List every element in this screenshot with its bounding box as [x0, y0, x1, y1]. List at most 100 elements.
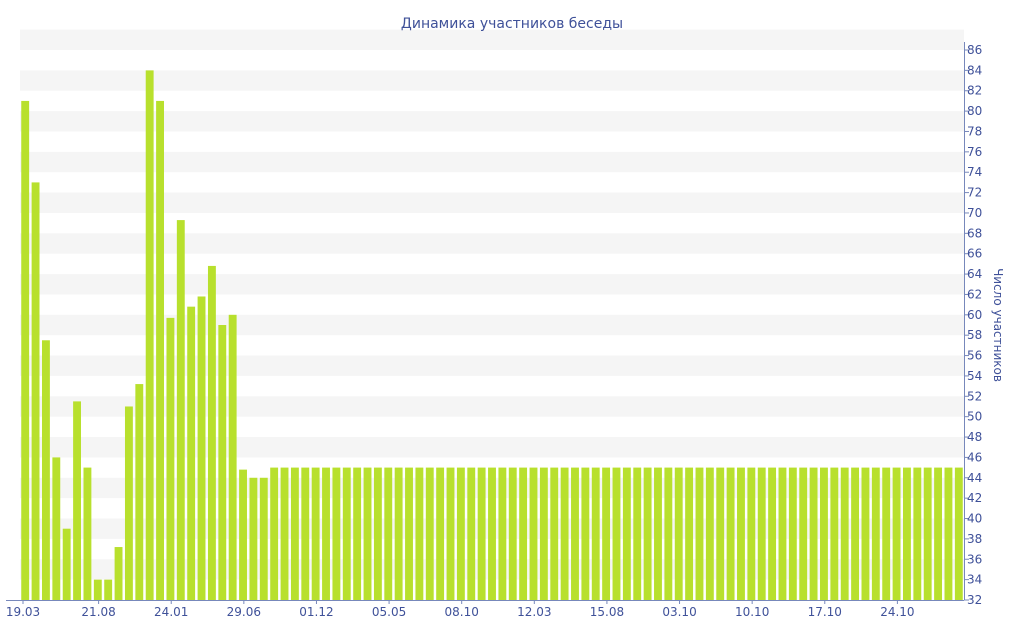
y-tick-label: 52	[967, 389, 982, 403]
bar[interactable]	[591, 467, 600, 600]
bar[interactable]	[239, 469, 247, 600]
bar[interactable]	[529, 467, 538, 600]
bar[interactable]	[519, 467, 528, 600]
bar[interactable]	[643, 467, 652, 600]
bar[interactable]	[685, 467, 694, 600]
bar[interactable]	[41, 340, 50, 600]
bar[interactable]	[705, 467, 714, 600]
bar[interactable]	[913, 467, 922, 600]
bar[interactable]	[488, 467, 496, 600]
y-tick-label: 64	[967, 267, 982, 281]
bar[interactable]	[197, 296, 206, 600]
bar[interactable]	[799, 467, 808, 600]
bar[interactable]	[467, 467, 476, 600]
bar[interactable]	[446, 467, 455, 600]
bar[interactable]	[654, 467, 662, 600]
bar[interactable]	[882, 467, 891, 600]
bar[interactable]	[187, 306, 196, 600]
bar[interactable]	[581, 467, 590, 600]
bar[interactable]	[124, 406, 133, 600]
bar[interactable]	[353, 467, 362, 600]
bar[interactable]	[560, 467, 569, 600]
bar[interactable]	[207, 265, 216, 600]
bar[interactable]	[322, 467, 330, 600]
bar[interactable]	[156, 100, 164, 600]
bar[interactable]	[778, 467, 787, 600]
bar[interactable]	[425, 467, 434, 600]
bar[interactable]	[674, 467, 683, 600]
bar[interactable]	[218, 325, 227, 600]
bar[interactable]	[602, 467, 611, 600]
bar[interactable]	[93, 579, 102, 600]
bar[interactable]	[664, 467, 673, 600]
bar[interactable]	[405, 467, 413, 600]
bar[interactable]	[498, 467, 507, 600]
bar[interactable]	[954, 467, 963, 600]
bar[interactable]	[31, 182, 40, 600]
bar[interactable]	[249, 477, 258, 600]
bar[interactable]	[301, 467, 310, 600]
bar[interactable]	[923, 467, 932, 600]
bar[interactable]	[539, 467, 548, 600]
bar[interactable]	[508, 467, 517, 600]
grid-band	[20, 70, 964, 91]
bar[interactable]	[477, 467, 486, 600]
bar[interactable]	[695, 467, 704, 600]
bar[interactable]	[456, 467, 465, 600]
bar[interactable]	[270, 467, 279, 600]
bar[interactable]	[83, 467, 92, 600]
bar[interactable]	[861, 467, 870, 600]
bar[interactable]	[571, 467, 579, 600]
bar[interactable]	[52, 457, 61, 600]
bar[interactable]	[290, 467, 299, 600]
bar[interactable]	[21, 100, 30, 600]
bar[interactable]	[747, 467, 756, 600]
bar[interactable]	[716, 467, 725, 600]
bar[interactable]	[311, 467, 320, 600]
bar[interactable]	[612, 467, 621, 600]
bar[interactable]	[415, 467, 424, 600]
bar[interactable]	[851, 467, 860, 600]
bar[interactable]	[809, 467, 818, 600]
x-tick-label: 01.12	[299, 605, 333, 619]
bar[interactable]	[550, 467, 559, 600]
bar[interactable]	[363, 467, 372, 600]
bar[interactable]	[788, 467, 797, 600]
y-tick-label: 42	[967, 491, 982, 505]
bar[interactable]	[259, 477, 268, 600]
y-tick-label: 72	[967, 186, 982, 200]
bar[interactable]	[73, 401, 81, 600]
bar[interactable]	[280, 467, 289, 600]
bar[interactable]	[166, 317, 175, 600]
bar[interactable]	[903, 467, 911, 600]
bar[interactable]	[436, 467, 445, 600]
bar[interactable]	[342, 467, 351, 600]
bar[interactable]	[332, 467, 341, 600]
bar[interactable]	[840, 467, 849, 600]
bar[interactable]	[373, 467, 382, 600]
bar[interactable]	[726, 467, 735, 600]
bar[interactable]	[622, 467, 631, 600]
y-axis: 32 34 36 38 40 42 44 46 48 50 52 54 56 58 60 62 64 66 68 70…	[964, 42, 982, 607]
bar[interactable]	[892, 467, 901, 600]
bar[interactable]	[176, 220, 185, 600]
bar[interactable]	[830, 467, 839, 600]
bar[interactable]	[768, 467, 777, 600]
bar[interactable]	[820, 467, 828, 600]
bar[interactable]	[633, 467, 642, 600]
bar[interactable]	[757, 467, 766, 600]
bar[interactable]	[145, 70, 154, 601]
bar[interactable]	[737, 467, 745, 600]
bar[interactable]	[384, 467, 393, 600]
bar[interactable]	[62, 528, 71, 600]
bar[interactable]	[228, 314, 237, 600]
y-tick-label: 38	[967, 532, 982, 546]
grid-bands	[20, 29, 964, 580]
bar[interactable]	[114, 547, 123, 600]
bar[interactable]	[934, 467, 943, 600]
bar[interactable]	[871, 467, 880, 600]
bar[interactable]	[104, 579, 113, 600]
bar[interactable]	[135, 384, 144, 600]
bar[interactable]	[944, 467, 953, 600]
bar[interactable]	[394, 467, 403, 600]
